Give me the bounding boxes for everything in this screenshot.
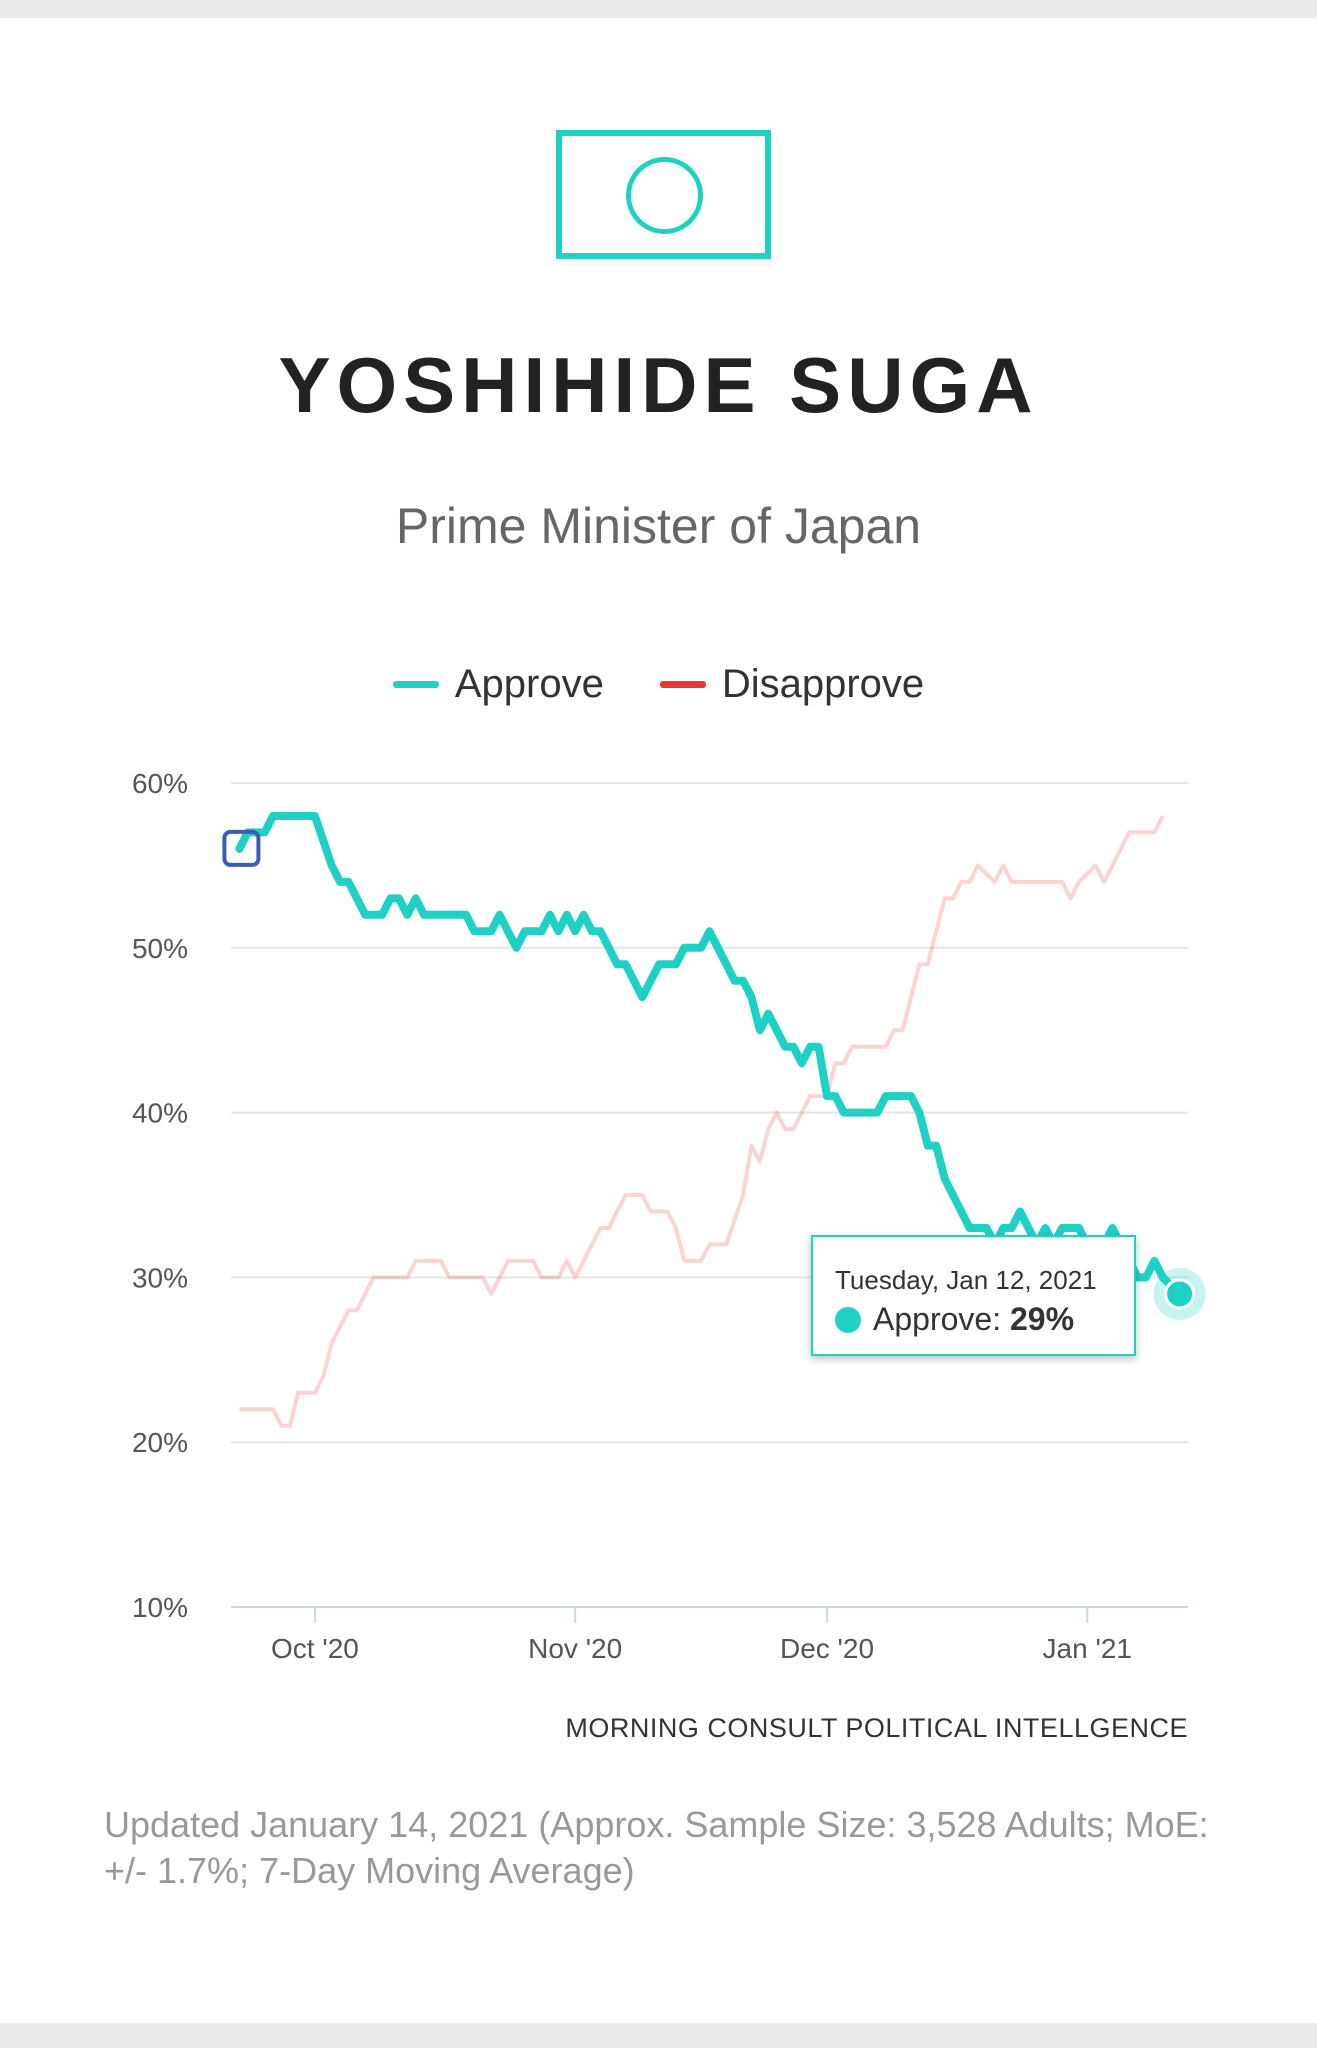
y-tick-label: 10% [132,1592,188,1623]
focus-marker[interactable] [222,829,261,867]
tooltip-row: Approve: 29% [835,1301,1074,1338]
series-line-approve[interactable] [235,812,1184,1298]
source-credit: MORNING CONSULT POLITICAL INTELLGENCE [565,1713,1188,1743]
tooltip-series: Approve [873,1301,993,1337]
page-title: YOSHIHIDE SUGA [278,341,1039,429]
page-subtitle: Prime Minister of Japan [395,498,922,554]
hover-point[interactable] [1164,1278,1196,1310]
y-tick-label: 30% [132,1262,188,1293]
series-line-disapprove[interactable] [239,815,1165,1428]
chart-legend: Approve Disapprove [0,662,1317,707]
x-tick-label: Dec '20 [780,1633,874,1664]
legend-item-disapprove[interactable]: Disapprove [659,662,925,707]
y-tick-label: 40% [132,1098,188,1129]
legend-label-disapprove: Disapprove [721,662,925,706]
tooltip-value: 29% [1009,1301,1075,1337]
y-tick-label: 50% [132,933,188,964]
approval-line-chart: 10% 20% 30% 40% 50% 60% Oct '20 Nov '20 Dec '20 J… [132,768,1206,1664]
y-tick-label: 60% [132,768,188,799]
y-tick-label: 20% [132,1427,188,1458]
legend-swatch-disapprove [659,681,706,688]
chart-tooltip: Tuesday, Jan 12, 2021 Approve: 29% [811,1235,1136,1356]
legend-label-approve: Approve [454,662,604,706]
chart-card [0,18,1317,2023]
tooltip-date: Tuesday, Jan 12, 2021 [835,1265,1097,1295]
x-tick-label: Jan '21 [1043,1633,1132,1664]
legend-swatch-approve [392,681,439,688]
footnote: Updated January 14, 2021 (Approx. Sample… [104,1804,1209,1891]
x-tick-label: Nov '20 [528,1633,622,1664]
legend-item-approve[interactable]: Approve [392,662,604,707]
x-tick-label: Oct '20 [271,1633,359,1664]
flag-circle [626,157,703,234]
tooltip-dot-icon [835,1306,861,1333]
japan-flag-icon [556,130,771,259]
